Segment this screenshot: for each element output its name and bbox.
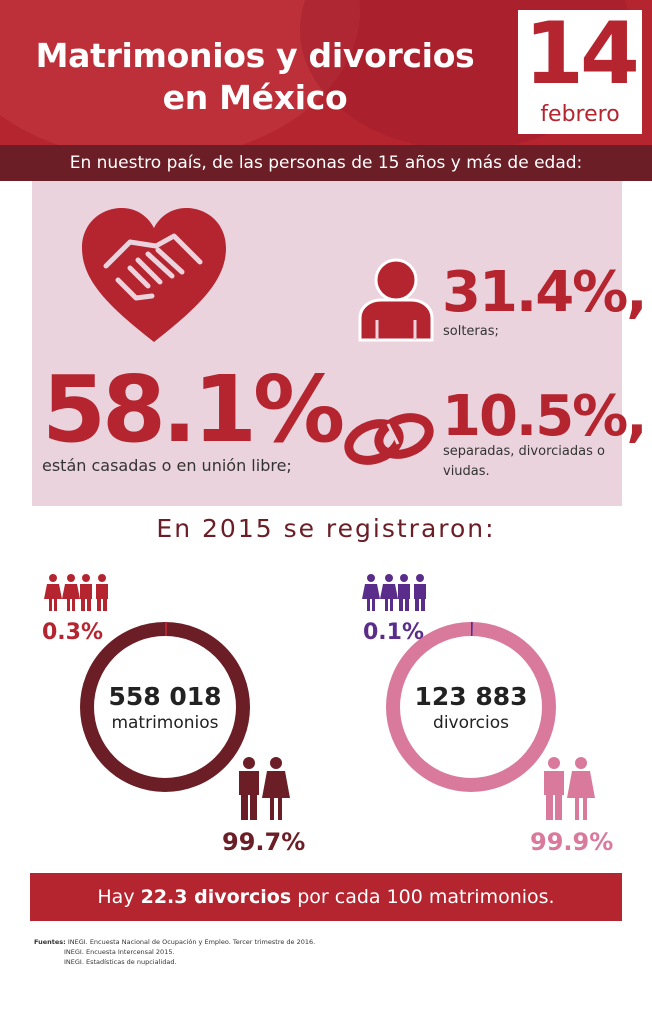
subtitle-bar: En nuestro país, de las personas de 15 a…	[0, 145, 652, 181]
person-icon	[358, 258, 434, 342]
single-label: solteras;	[443, 324, 499, 339]
title-line-1: Matrimonios y divorcios	[35, 36, 475, 75]
date-month: febrero	[540, 102, 620, 127]
divorces-count: 123 883	[414, 682, 528, 711]
registered-heading: En 2015 se registraron:	[156, 514, 496, 543]
divorces-ring	[386, 622, 556, 792]
divorces-label: divorcios	[433, 713, 509, 733]
ratio-prefix: Hay	[97, 886, 141, 908]
ratio-suffix: por cada 100 matrimonios.	[291, 886, 555, 908]
date-day: 14	[524, 4, 640, 104]
couple-icon	[239, 757, 290, 820]
marriages-total: 558 018 matrimonios	[80, 682, 250, 734]
couple-icon	[544, 757, 595, 820]
marriages-label: matrimonios	[111, 713, 219, 733]
source-line-2: INEGI. Encuesta Intercensal 2015.	[64, 948, 175, 956]
source-line-3: INEGI. Estadísticas de nupcialidad.	[64, 958, 177, 966]
married-label: están casadas o en unión libre;	[42, 456, 292, 475]
two-men-icon	[398, 574, 426, 611]
divorces-same-sex-pct: 0.1%	[363, 620, 425, 645]
marriages-opposite-sex-pct: 99.7%	[222, 828, 306, 856]
wedding-rings-icon	[344, 413, 434, 465]
married-percentage: 58.1%	[42, 356, 345, 463]
single-percentage: 31.4%,	[442, 260, 648, 325]
title-line-2: en México	[162, 78, 348, 117]
page-title: Matrimonios y divorcios en México	[30, 35, 480, 119]
sources: Fuentes: INEGI. Encuesta Nacional de Ocu…	[34, 937, 594, 967]
sources-label: Fuentes:	[34, 938, 66, 946]
two-women-icon	[44, 574, 80, 611]
marriages-count: 558 018	[108, 682, 222, 711]
divorces-opposite-sex-pct: 99.9%	[530, 828, 614, 856]
two-men-icon	[80, 574, 108, 611]
divorces-total: 123 883 divorcios	[386, 682, 556, 734]
marriages-same-sex-pct: 0.3%	[42, 620, 104, 645]
separated-label: separadas, divorciadas o viudas.	[443, 444, 605, 479]
date-badge: 14 febrero	[518, 4, 642, 134]
ratio-highlight: 22.3 divorcios	[140, 886, 292, 908]
two-women-icon	[362, 574, 398, 611]
source-line-1: INEGI. Encuesta Nacional de Ocupación y …	[67, 938, 316, 946]
separated-percentage: 10.5%,	[442, 384, 648, 449]
ratio-bar: Hay 22.3 divorcios por cada 100 matrimon…	[30, 873, 622, 921]
marriages-ring	[80, 621, 250, 792]
heart-handshake-icon	[82, 208, 226, 342]
